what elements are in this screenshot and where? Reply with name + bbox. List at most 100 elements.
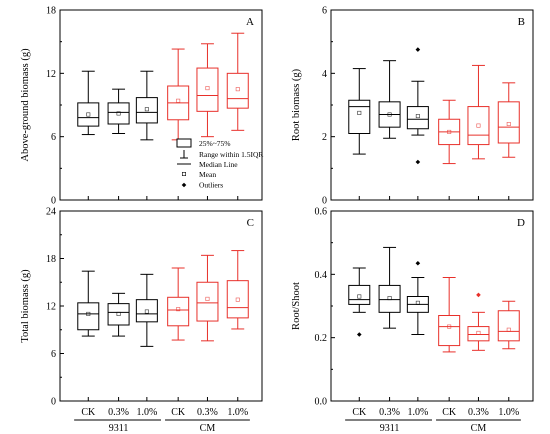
x-tick-label: 0.3%	[108, 407, 129, 418]
y-tick-label: 6	[51, 349, 56, 360]
outlier-point	[356, 332, 362, 337]
box-2	[107, 88, 130, 134]
mean-marker	[144, 107, 149, 112]
iqr-box	[467, 326, 490, 342]
panel-d: 0.0 0.2 0.4 0.6 Root/Shoot D CK 0.3% 1.0% CK 0.3% 1…	[291, 207, 534, 434]
x-tick-label: 0.3%	[468, 407, 489, 418]
legend-mean-label: Mean	[199, 170, 216, 179]
y-tick-label: 18	[46, 6, 56, 17]
mean-marker	[357, 294, 362, 299]
box-3	[406, 47, 429, 165]
mean-marker	[176, 307, 181, 312]
panel-label: B	[518, 16, 525, 28]
group-label-cm: CM	[471, 423, 487, 434]
y-tick-label: 0.0	[315, 397, 328, 408]
box-5	[196, 43, 219, 138]
panel-label: A	[246, 16, 254, 28]
iqr-box	[196, 281, 219, 322]
mean-marker	[415, 300, 420, 305]
legend-box-icon	[176, 138, 192, 148]
legend-whisker-label: Range within 1.5IQR	[199, 150, 263, 159]
y-tick-label: 0	[51, 196, 56, 207]
iqr-box	[378, 284, 401, 313]
y-tick-label: 0	[51, 397, 56, 408]
mean-marker	[476, 330, 481, 335]
mean-marker	[476, 123, 481, 128]
mean-marker	[447, 324, 452, 329]
iqr-box	[107, 303, 130, 326]
box-2	[378, 246, 401, 329]
panel-label: D	[517, 217, 525, 229]
outlier-point	[415, 47, 421, 52]
box-5	[467, 64, 490, 160]
iqr-box	[135, 299, 158, 323]
panel-c: 0 6 12 18 24 Total biomass (g) C CK 0.3% 1.0% CK 0.…	[20, 207, 263, 434]
y-tick-label: 6	[322, 6, 327, 17]
iqr-box	[77, 102, 100, 127]
panel-a: 0 6 12 18 Above-ground biomass (g) A 25%~75% Ra…	[20, 6, 263, 207]
outlier-point	[415, 260, 421, 266]
y-tick-label: 0.6	[315, 207, 328, 218]
x-tick-label: CK	[442, 407, 457, 418]
box-6	[226, 32, 249, 131]
box-4	[167, 267, 190, 341]
box-3	[135, 273, 158, 347]
mean-marker	[205, 86, 210, 91]
box-6	[497, 82, 520, 158]
x-tick-label: 1.0%	[227, 407, 248, 418]
y-tick-label: 24	[46, 207, 56, 218]
y-tick-label: 0.2	[315, 333, 328, 344]
x-tick-label: 1.0%	[498, 407, 519, 418]
outlier-point	[476, 292, 481, 298]
y-tick-label: 4	[322, 69, 327, 80]
y-tick-label: 12	[46, 302, 56, 313]
group-label-cm: CM	[200, 423, 216, 434]
box-5	[467, 292, 490, 351]
box-6	[226, 250, 249, 330]
group-label-9311: 9311	[109, 423, 129, 434]
iqr-box	[497, 310, 520, 342]
iqr-box	[438, 315, 461, 347]
box-1	[77, 270, 100, 337]
legend-box-label: 25%~75%	[199, 139, 231, 148]
iqr-box	[467, 106, 490, 146]
mean-marker	[506, 327, 511, 332]
box-1	[77, 70, 100, 136]
mean-marker	[387, 296, 392, 301]
box-4	[438, 277, 461, 353]
mean-marker	[144, 309, 149, 314]
box-4	[438, 99, 461, 165]
legend-mean-icon	[182, 172, 187, 177]
mean-marker	[116, 311, 121, 316]
mean-marker	[205, 296, 210, 301]
iqr-box	[77, 302, 100, 331]
box-1	[348, 68, 371, 155]
x-tick-label: CK	[352, 407, 367, 418]
x-tick-label: 0.3%	[379, 407, 400, 418]
plot-frame	[330, 210, 534, 402]
box-1	[348, 267, 371, 337]
y-tick-label: 12	[46, 69, 56, 80]
legend-outlier-icon	[181, 182, 187, 188]
x-tick-label: 0.3%	[197, 407, 218, 418]
mean-marker	[387, 112, 392, 117]
box-5	[196, 254, 219, 342]
panel-b: 0 2 4 6 Root biomass (g) B	[291, 6, 534, 207]
legend-median-label: Median Line	[199, 160, 238, 169]
y-axis-label: Total biomass (g)	[20, 269, 31, 343]
x-tick-label: CK	[81, 407, 96, 418]
mean-marker	[86, 112, 91, 117]
iqr-box	[226, 280, 249, 319]
y-tick-label: 6	[51, 132, 56, 143]
x-tick-label: 1.0%	[136, 407, 157, 418]
y-tick-label: 2	[322, 132, 327, 143]
box-4	[167, 48, 190, 141]
group-label-9311: 9311	[380, 423, 400, 434]
panel-label: C	[247, 217, 254, 229]
x-tick-label: 1.0%	[407, 407, 428, 418]
outlier-point	[415, 159, 421, 165]
box-2	[107, 292, 130, 337]
iqr-box	[135, 97, 158, 124]
y-axis-label: Root/Shoot	[291, 282, 302, 330]
